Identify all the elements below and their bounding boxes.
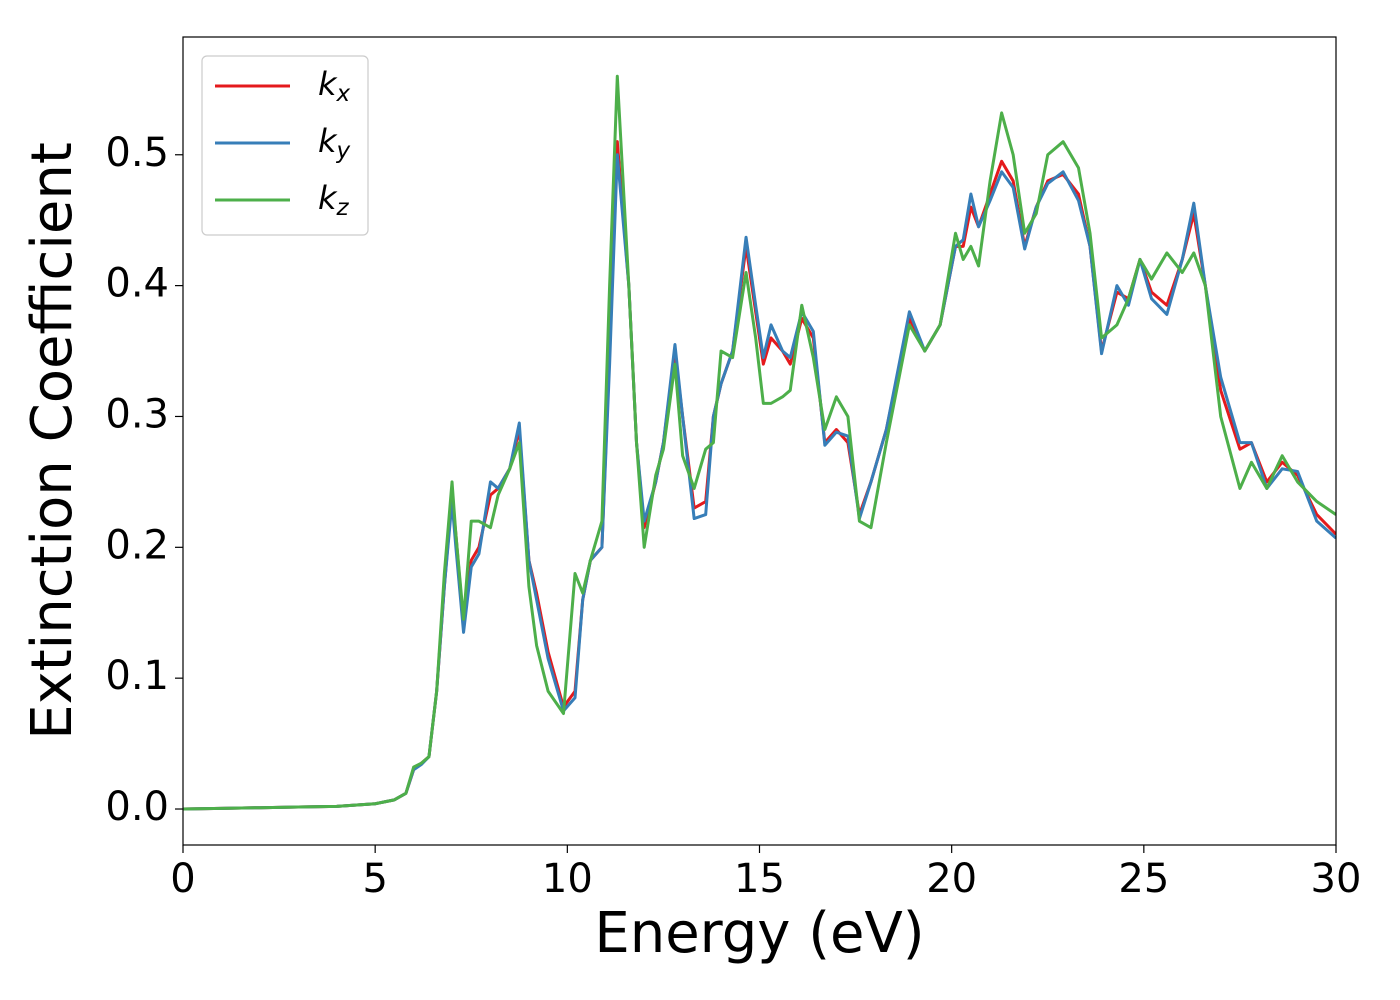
x-tick-label: 20 [926, 856, 977, 902]
legend-label: kz [318, 179, 350, 221]
x-tick-label: 10 [542, 856, 593, 902]
legend-label-base: k [318, 179, 338, 217]
x-axis-label: Energy (eV) [594, 901, 924, 966]
legend-label-subscript: z [336, 195, 350, 221]
y-tick-label: 0.3 [105, 391, 169, 437]
plot-frame [182, 36, 1337, 846]
legend-label: ky [318, 122, 351, 164]
legend-label-base: k [318, 65, 338, 103]
y-axis-label: Extinction Coefficient [20, 142, 85, 740]
x-tick-label: 15 [734, 856, 785, 902]
data-line [183, 153, 1336, 811]
y-tick-label: 0.0 [105, 784, 169, 830]
legend-label-subscript: x [336, 81, 351, 107]
y-tick-label: 0.2 [105, 522, 169, 568]
x-tick-label: 0 [170, 856, 195, 902]
x-tick-label: 5 [362, 856, 387, 902]
legend-box [201, 55, 369, 236]
y-tick-label: 0.4 [105, 261, 169, 307]
x-tick-label: 25 [1118, 856, 1169, 902]
x-tick-label: 30 [1311, 856, 1362, 902]
y-tick-label: 0.5 [105, 130, 169, 176]
y-tick-label: 0.1 [105, 653, 169, 699]
legend-label: kx [318, 65, 351, 107]
legend-label-base: k [318, 122, 338, 160]
data-line [183, 74, 1336, 811]
legend-label-subscript: y [336, 138, 351, 164]
